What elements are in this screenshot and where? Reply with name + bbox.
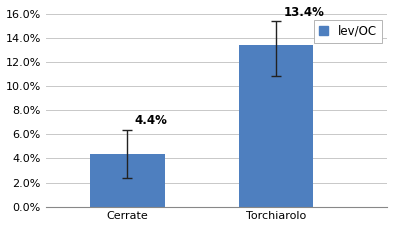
Bar	[90, 154, 165, 207]
Legend: lev/OC: lev/OC	[314, 20, 382, 42]
Text: 4.4%: 4.4%	[135, 114, 168, 127]
Bar	[239, 45, 313, 207]
Text: 13.4%: 13.4%	[283, 6, 324, 19]
